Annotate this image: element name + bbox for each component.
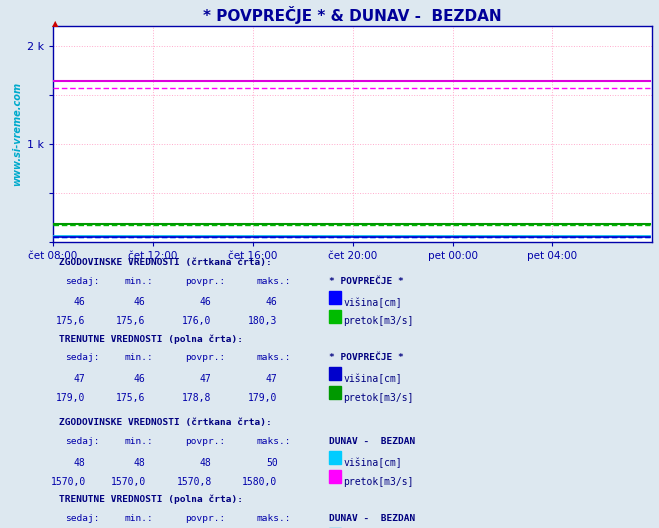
Text: 178,8: 178,8 [183, 393, 212, 403]
Text: ▶: ▶ [0, 527, 1, 528]
Text: 179,0: 179,0 [56, 393, 86, 403]
Text: povpr.:: povpr.: [185, 277, 225, 286]
Text: 46: 46 [74, 297, 86, 307]
Text: povpr.:: povpr.: [185, 437, 225, 446]
Text: 175,6: 175,6 [116, 393, 146, 403]
Text: min.:: min.: [125, 277, 154, 286]
Text: 1570,0: 1570,0 [51, 477, 86, 487]
Text: min.:: min.: [125, 437, 154, 446]
Text: 179,0: 179,0 [248, 393, 277, 403]
Text: DUNAV -  BEZDAN: DUNAV - BEZDAN [329, 437, 415, 446]
Text: www.si-vreme.com: www.si-vreme.com [12, 82, 22, 186]
Text: maks.:: maks.: [256, 514, 291, 523]
Text: 47: 47 [266, 374, 277, 384]
Bar [329, 451, 341, 464]
Text: * POVPREČJE *: * POVPREČJE * [329, 353, 403, 362]
Text: 50: 50 [266, 458, 277, 468]
Text: višina[cm]: višina[cm] [343, 297, 403, 308]
Text: ▲: ▲ [51, 20, 58, 29]
Bar [329, 367, 341, 381]
Text: maks.:: maks.: [256, 437, 291, 446]
Text: 46: 46 [200, 297, 212, 307]
Text: 48: 48 [134, 458, 146, 468]
Text: sedaj:: sedaj: [65, 353, 100, 362]
Text: 175,6: 175,6 [56, 316, 86, 326]
Bar [329, 291, 341, 304]
Text: 176,0: 176,0 [183, 316, 212, 326]
Text: TRENUTNE VREDNOSTI (polna črta):: TRENUTNE VREDNOSTI (polna črta): [59, 334, 243, 344]
Text: višina[cm]: višina[cm] [343, 374, 403, 384]
Text: 47: 47 [200, 374, 212, 384]
Bar [329, 470, 341, 483]
Text: 46: 46 [134, 374, 146, 384]
Bar [329, 386, 341, 400]
Text: 48: 48 [200, 458, 212, 468]
Text: maks.:: maks.: [256, 277, 291, 286]
Text: min.:: min.: [125, 353, 154, 362]
Text: 175,6: 175,6 [116, 316, 146, 326]
Title: * POVPREČJE * & DUNAV -  BEZDAN: * POVPREČJE * & DUNAV - BEZDAN [203, 6, 502, 24]
Text: ZGODOVINSKE VREDNOSTI (črtkana črta):: ZGODOVINSKE VREDNOSTI (črtkana črta): [59, 258, 272, 267]
Text: povpr.:: povpr.: [185, 514, 225, 523]
Text: DUNAV -  BEZDAN: DUNAV - BEZDAN [329, 514, 415, 523]
Text: * POVPREČJE *: * POVPREČJE * [329, 277, 403, 286]
Text: sedaj:: sedaj: [65, 437, 100, 446]
Text: 48: 48 [74, 458, 86, 468]
Text: 180,3: 180,3 [248, 316, 277, 326]
Text: 1570,8: 1570,8 [177, 477, 212, 487]
Text: višina[cm]: višina[cm] [343, 458, 403, 468]
Text: ZGODOVINSKE VREDNOSTI (črtkana črta):: ZGODOVINSKE VREDNOSTI (črtkana črta): [59, 418, 272, 427]
Text: min.:: min.: [125, 514, 154, 523]
Text: pretok[m3/s]: pretok[m3/s] [343, 477, 414, 487]
Text: 1580,0: 1580,0 [243, 477, 277, 487]
Text: pretok[m3/s]: pretok[m3/s] [343, 393, 414, 403]
Text: sedaj:: sedaj: [65, 514, 100, 523]
Text: 47: 47 [74, 374, 86, 384]
Text: sedaj:: sedaj: [65, 277, 100, 286]
Text: maks.:: maks.: [256, 353, 291, 362]
Text: 1570,0: 1570,0 [111, 477, 146, 487]
Bar [329, 310, 341, 323]
Text: TRENUTNE VREDNOSTI (polna črta):: TRENUTNE VREDNOSTI (polna črta): [59, 495, 243, 504]
Text: pretok[m3/s]: pretok[m3/s] [343, 316, 414, 326]
Text: 46: 46 [134, 297, 146, 307]
Text: povpr.:: povpr.: [185, 353, 225, 362]
Text: 46: 46 [266, 297, 277, 307]
